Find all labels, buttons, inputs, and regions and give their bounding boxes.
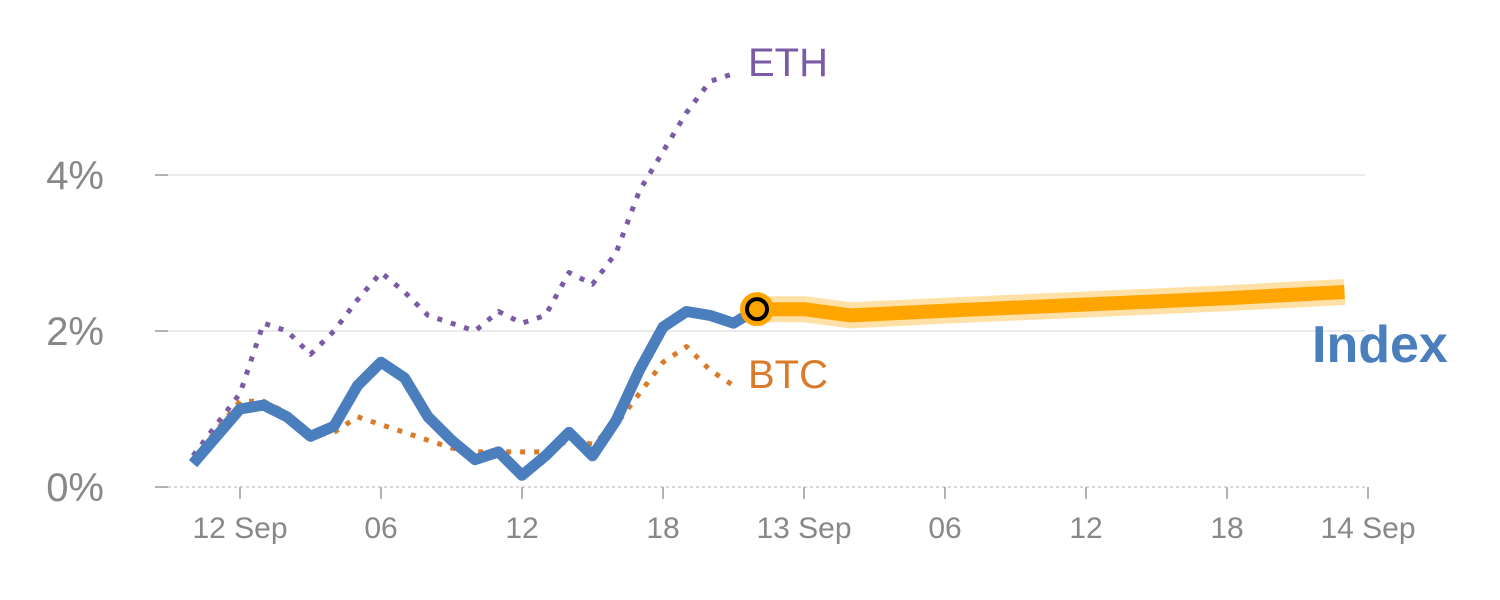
x-tick-labels: 12 Sep 06 12 18 13 Sep 06 12 18 14 Sep — [192, 512, 1415, 545]
btc-line — [191, 344, 735, 462]
marker-inner — [745, 297, 769, 322]
axes — [155, 174, 1369, 499]
eth-line — [191, 71, 735, 458]
x-tick-label: 18 — [646, 512, 679, 545]
x-tick-label: 12 Sep — [192, 512, 287, 545]
x-tick-label: 12 — [1069, 512, 1102, 545]
x-tick-label: 14 Sep — [1320, 512, 1415, 545]
eth-series-label: ETH — [748, 41, 828, 85]
x-tick-label: 18 — [1210, 512, 1243, 545]
index-series-label: Index — [1312, 316, 1448, 374]
y-tick-label: 4% — [46, 154, 104, 198]
x-tick-label: 06 — [928, 512, 961, 545]
series-lines — [188, 71, 1346, 481]
current-marker-group — [740, 292, 774, 327]
btc-series-label: BTC — [748, 353, 828, 397]
projection-line — [757, 285, 1345, 323]
y-tick-label: 2% — [46, 310, 104, 354]
x-tick-label: 13 Sep — [756, 512, 851, 545]
index-line — [188, 304, 760, 481]
y-tick-label: 0% — [46, 466, 104, 510]
gridlines — [168, 174, 1365, 332]
x-tick-label: 12 — [505, 512, 538, 545]
y-tick-labels: 0% 2% 4% — [46, 154, 104, 510]
x-tick-label: 06 — [364, 512, 397, 545]
